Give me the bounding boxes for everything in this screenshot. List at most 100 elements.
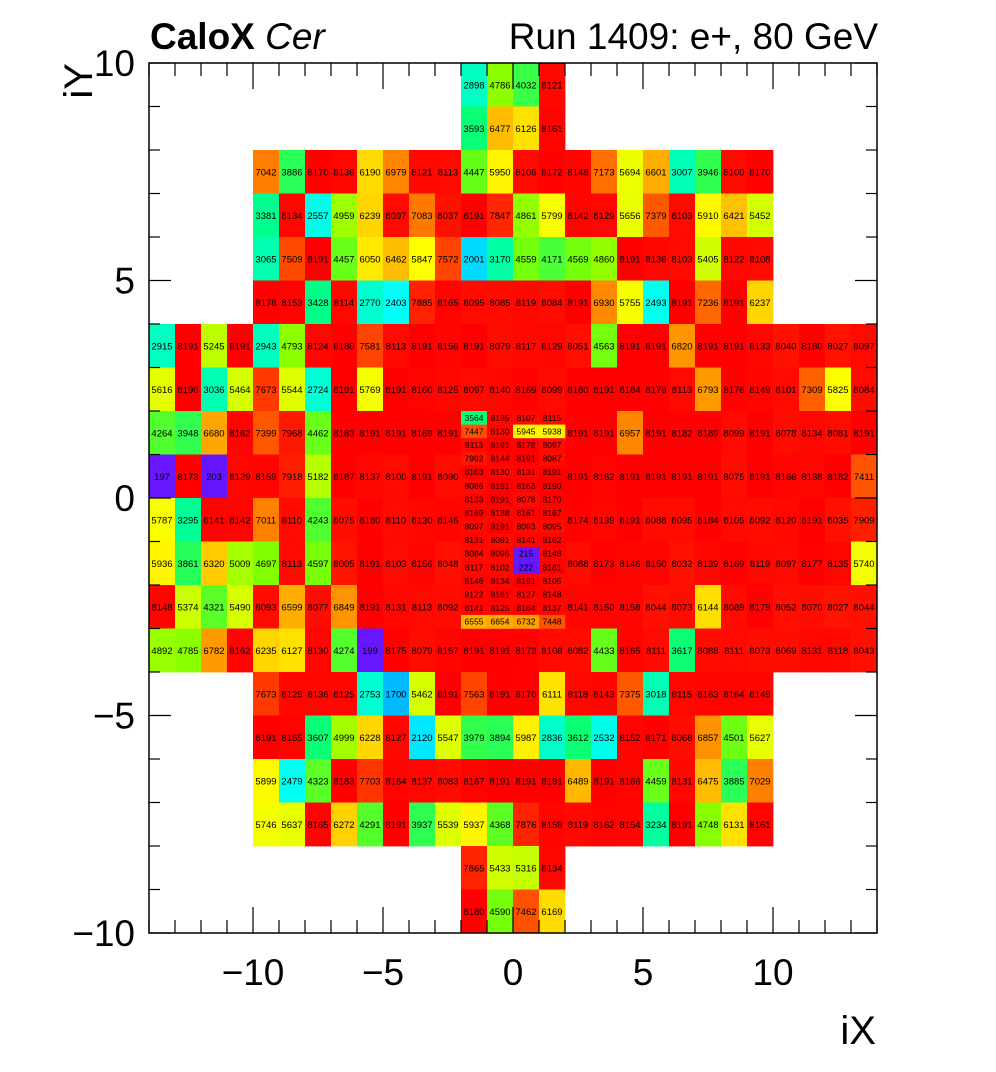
fine-cell-value-label: 8181 <box>543 562 562 572</box>
cell-value-label: 8191 <box>723 341 744 352</box>
heatmap-cell <box>695 672 722 716</box>
cell-value-label: 8165 <box>619 646 640 657</box>
heatmap-cell <box>513 889 540 934</box>
cell-value-label: 5547 <box>437 733 458 744</box>
heatmap-cell <box>721 324 748 368</box>
fine-cell-value-label: 8191 <box>491 440 510 450</box>
cell-value-label: 8108 <box>749 254 770 265</box>
cell-value-label: 8166 <box>619 776 640 787</box>
heatmap-cell <box>721 498 748 542</box>
fine-heatmap-cell <box>487 411 514 425</box>
heatmap-cell <box>591 759 618 803</box>
heatmap-cell <box>227 454 254 499</box>
heatmap-cell <box>591 715 618 760</box>
fine-heatmap-cell <box>513 614 540 629</box>
heatmap-cell <box>253 628 280 673</box>
heatmap-cell <box>669 802 696 847</box>
heatmap-cell <box>539 367 566 412</box>
heatmap-cell <box>409 454 436 499</box>
cell-value-label: 8169 <box>723 559 744 570</box>
heatmap-cell <box>747 411 774 455</box>
fine-heatmap-cell <box>461 465 488 480</box>
cell-value-label: 4860 <box>593 254 614 265</box>
cell-value-label: 8191 <box>593 385 614 396</box>
cell-value-label: 8159 <box>541 820 562 831</box>
fine-cell-value-label: 6654 <box>491 617 510 627</box>
heatmap-cell <box>539 237 566 281</box>
fine-cell-value-label: 8170 <box>543 494 562 504</box>
cell-value-label: 3894 <box>489 733 510 744</box>
heatmap-cell <box>279 802 306 847</box>
cell-value-label: 8191 <box>671 298 692 309</box>
cell-value-label: 2493 <box>645 298 666 309</box>
cell-value-label: 5462 <box>411 689 432 700</box>
heatmap-cell <box>383 324 410 368</box>
heatmap-cell <box>825 628 852 673</box>
heatmap-cell <box>747 150 774 194</box>
heatmap-cell <box>487 889 514 934</box>
heatmap-cell <box>383 237 410 281</box>
fine-heatmap-cell <box>461 574 488 589</box>
cell-value-label: 8113 <box>438 167 458 178</box>
cell-value-label: 8141 <box>203 515 224 526</box>
heatmap-cell <box>513 63 540 107</box>
cell-value-label: 2724 <box>307 385 328 396</box>
heatmap-cell <box>669 585 696 629</box>
heatmap-cell <box>773 324 800 368</box>
heatmap-cell <box>669 237 696 281</box>
heatmap-cell <box>643 193 670 238</box>
y-tick-label: 10 <box>94 43 135 84</box>
heatmap-cell <box>409 324 436 368</box>
heatmap-cell <box>305 280 332 325</box>
cell-value-label: 8129 <box>593 211 614 222</box>
cell-value-label: 4291 <box>359 820 380 831</box>
heatmap-cell <box>643 759 670 803</box>
cell-value-label: 8191 <box>697 472 718 483</box>
cell-value-label: 6421 <box>723 211 744 222</box>
heatmap-cell <box>721 541 748 586</box>
cell-value-label: 8130 <box>411 515 432 526</box>
heatmap-cell <box>617 454 644 499</box>
heatmap-cell <box>695 280 722 325</box>
cell-value-label: 8134 <box>281 211 302 222</box>
fine-cell-value-label: 8146 <box>465 576 484 586</box>
heatmap-cell <box>461 150 488 194</box>
cell-value-label: 8169 <box>515 385 536 396</box>
heatmap-cell <box>383 541 410 586</box>
fine-cell-value-label: 8084 <box>465 549 484 559</box>
fine-cell-value-label: 8133 <box>465 494 484 504</box>
heatmap-cell <box>721 193 748 238</box>
cell-value-label: 4243 <box>307 515 328 526</box>
fine-heatmap-cell <box>461 451 488 466</box>
heatmap-cell <box>175 541 202 586</box>
cell-value-label: 8032 <box>671 559 692 570</box>
heatmap-cell <box>747 498 774 542</box>
cell-value-label: 8110 <box>282 515 302 526</box>
heatmap-cell <box>357 150 384 194</box>
cell-value-label: 3617 <box>671 646 692 657</box>
heatmap-cell <box>279 498 306 542</box>
cell-value-label: 8169 <box>411 428 432 439</box>
heatmap-cell <box>435 367 462 412</box>
cell-value-label: 8124 <box>307 341 328 352</box>
cell-value-label: 8044 <box>853 602 874 613</box>
cell-value-label: 7673 <box>255 385 276 396</box>
heatmap-cell <box>435 411 462 455</box>
cell-value-label: 7399 <box>255 428 276 439</box>
heatmap-cell <box>721 759 748 803</box>
cell-value-label: 8097 <box>853 341 874 352</box>
cell-value-label: 8084 <box>541 298 562 309</box>
y-tick-label: 0 <box>114 478 135 519</box>
heatmap-cell <box>357 454 384 499</box>
cell-value-label: 3612 <box>567 733 588 744</box>
heatmap-cell <box>487 367 514 412</box>
cell-value-label: 8153 <box>281 298 302 309</box>
heatmap-cell <box>669 193 696 238</box>
cell-value-label: 6272 <box>333 820 354 831</box>
cell-value-label: 8191 <box>619 515 640 526</box>
cell-value-label: 2836 <box>541 733 562 744</box>
cell-value-label: 6144 <box>697 602 718 613</box>
heatmap-cell <box>695 367 722 412</box>
heatmap-cell <box>747 802 774 847</box>
heatmap-cell <box>487 802 514 847</box>
